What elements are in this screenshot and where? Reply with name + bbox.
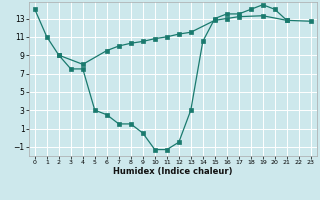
X-axis label: Humidex (Indice chaleur): Humidex (Indice chaleur) (113, 167, 233, 176)
